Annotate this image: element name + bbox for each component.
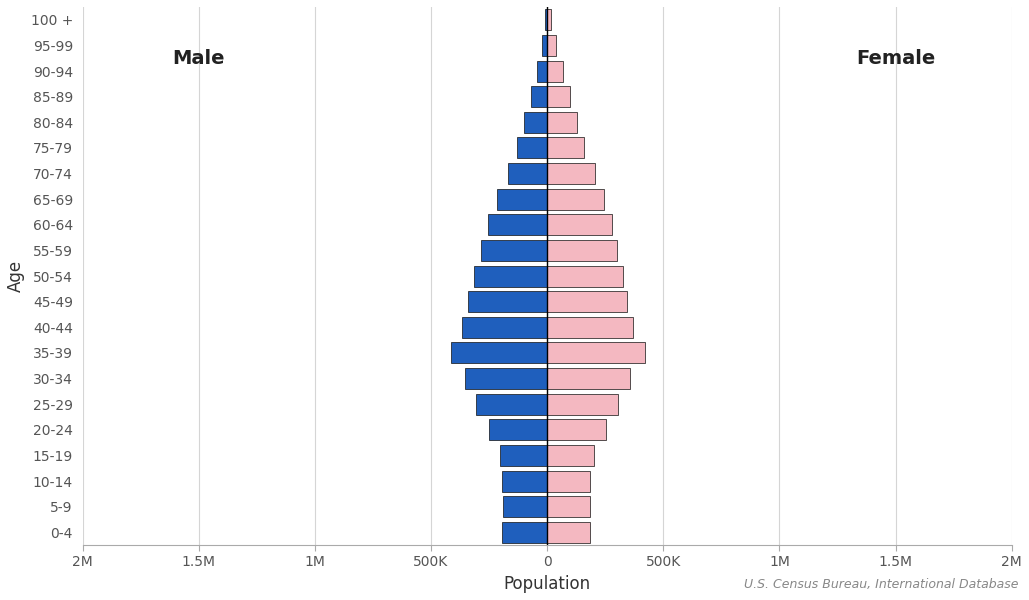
Bar <box>547 61 564 82</box>
Bar <box>489 419 547 440</box>
Bar <box>474 266 547 287</box>
Bar <box>499 445 547 466</box>
Bar <box>462 317 547 338</box>
Bar <box>524 112 547 133</box>
Bar <box>547 343 645 364</box>
Bar <box>547 163 595 184</box>
Text: U.S. Census Bureau, International Database: U.S. Census Bureau, International Databa… <box>744 578 1019 591</box>
Bar <box>547 470 590 491</box>
Bar <box>547 214 612 235</box>
Bar <box>481 240 547 261</box>
Bar <box>547 112 577 133</box>
Bar <box>476 394 547 415</box>
Bar <box>547 86 570 107</box>
Bar <box>451 343 547 364</box>
Bar <box>547 394 618 415</box>
Bar <box>547 419 606 440</box>
Bar <box>465 368 547 389</box>
Text: Female: Female <box>856 49 935 68</box>
Bar <box>547 35 556 56</box>
Bar <box>507 163 547 184</box>
Bar <box>547 240 616 261</box>
Bar <box>547 188 604 209</box>
Bar <box>497 188 547 209</box>
Bar <box>503 496 547 517</box>
Bar <box>545 9 547 30</box>
Y-axis label: Age: Age <box>7 260 25 292</box>
Bar <box>547 522 590 543</box>
Bar <box>547 496 590 517</box>
Bar <box>531 86 547 107</box>
Bar <box>547 9 551 30</box>
Bar <box>547 137 584 158</box>
Bar <box>542 35 547 56</box>
Bar <box>502 470 547 491</box>
Bar <box>547 445 594 466</box>
X-axis label: Population: Population <box>503 575 591 593</box>
Bar <box>547 291 628 312</box>
Bar <box>537 61 547 82</box>
Bar <box>547 368 630 389</box>
Text: Male: Male <box>173 49 225 68</box>
Bar <box>547 266 623 287</box>
Bar <box>547 317 633 338</box>
Bar <box>488 214 547 235</box>
Bar <box>502 522 547 543</box>
Bar <box>468 291 547 312</box>
Bar <box>517 137 547 158</box>
